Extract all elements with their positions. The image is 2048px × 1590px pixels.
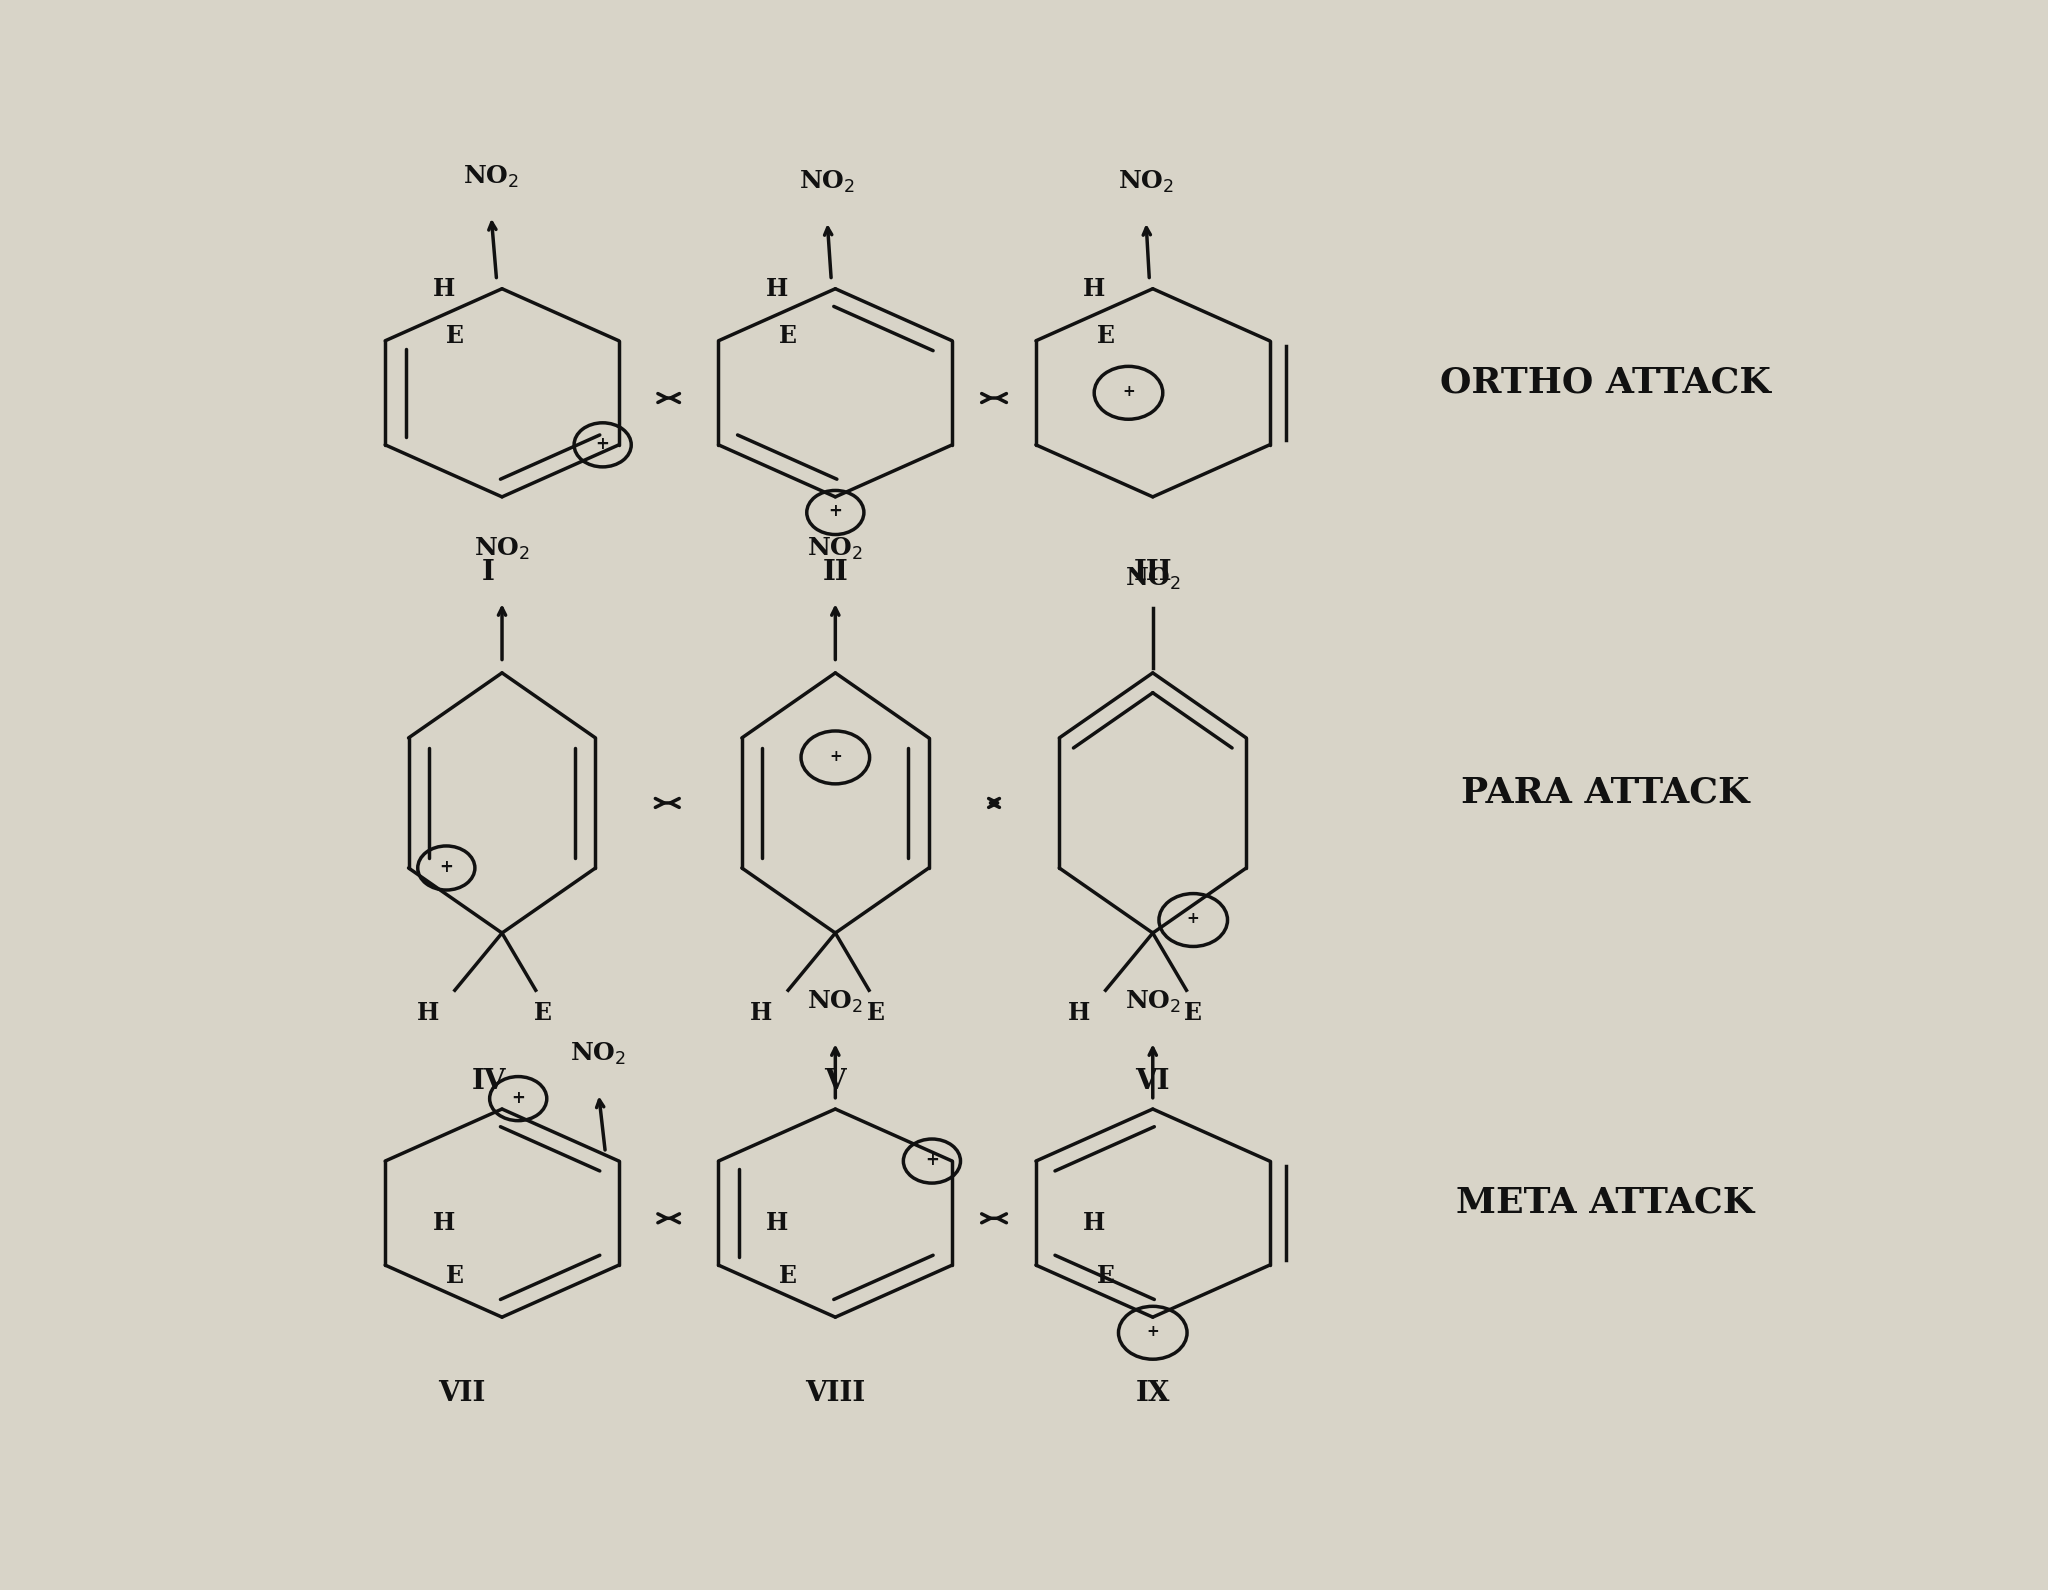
Text: H: H (1083, 277, 1106, 301)
Text: NO$_2$: NO$_2$ (463, 164, 520, 189)
Text: IX: IX (1135, 1380, 1169, 1407)
Text: IV: IV (471, 1068, 506, 1096)
Text: NO$_2$: NO$_2$ (571, 1041, 627, 1067)
Text: +: + (596, 434, 610, 453)
Text: NO$_2$: NO$_2$ (807, 989, 864, 1016)
Text: VI: VI (1135, 1068, 1169, 1096)
Text: H: H (1083, 1212, 1106, 1235)
Text: H: H (766, 1212, 788, 1235)
Text: E: E (1096, 324, 1114, 348)
Text: +: + (926, 1151, 938, 1169)
Text: E: E (446, 1264, 465, 1288)
Text: E: E (778, 1264, 797, 1288)
Text: NO$_2$: NO$_2$ (1124, 566, 1182, 591)
Text: +: + (440, 859, 453, 876)
Text: NO$_2$: NO$_2$ (807, 536, 864, 563)
Text: +: + (512, 1089, 524, 1107)
Text: +: + (1188, 911, 1200, 927)
Text: E: E (778, 324, 797, 348)
Text: E: E (1096, 1264, 1114, 1288)
Text: E: E (1184, 1000, 1202, 1024)
Text: VIII: VIII (805, 1380, 866, 1407)
Text: V: V (825, 1068, 846, 1096)
Text: E: E (532, 1000, 551, 1024)
Text: +: + (1122, 385, 1135, 399)
Text: H: H (1067, 1000, 1090, 1024)
Text: II: II (823, 560, 848, 587)
Text: H: H (432, 277, 455, 301)
Text: PARA ATTACK: PARA ATTACK (1460, 776, 1749, 809)
Text: VII: VII (438, 1380, 485, 1407)
Text: NO$_2$: NO$_2$ (1124, 989, 1182, 1016)
Text: NO$_2$: NO$_2$ (473, 536, 530, 563)
Text: +: + (829, 749, 842, 763)
Text: III: III (1133, 560, 1171, 587)
Text: I: I (481, 560, 496, 587)
Text: META ATTACK: META ATTACK (1456, 1186, 1755, 1220)
Text: NO$_2$: NO$_2$ (1118, 169, 1174, 196)
Text: H: H (766, 277, 788, 301)
Text: NO$_2$: NO$_2$ (799, 169, 856, 196)
Text: E: E (446, 324, 465, 348)
Text: E: E (866, 1000, 885, 1024)
Text: ORTHO ATTACK: ORTHO ATTACK (1440, 366, 1772, 399)
Text: +: + (1147, 1324, 1159, 1339)
Text: H: H (416, 1000, 438, 1024)
Text: H: H (432, 1212, 455, 1235)
Text: H: H (750, 1000, 772, 1024)
Text: +: + (827, 502, 842, 520)
